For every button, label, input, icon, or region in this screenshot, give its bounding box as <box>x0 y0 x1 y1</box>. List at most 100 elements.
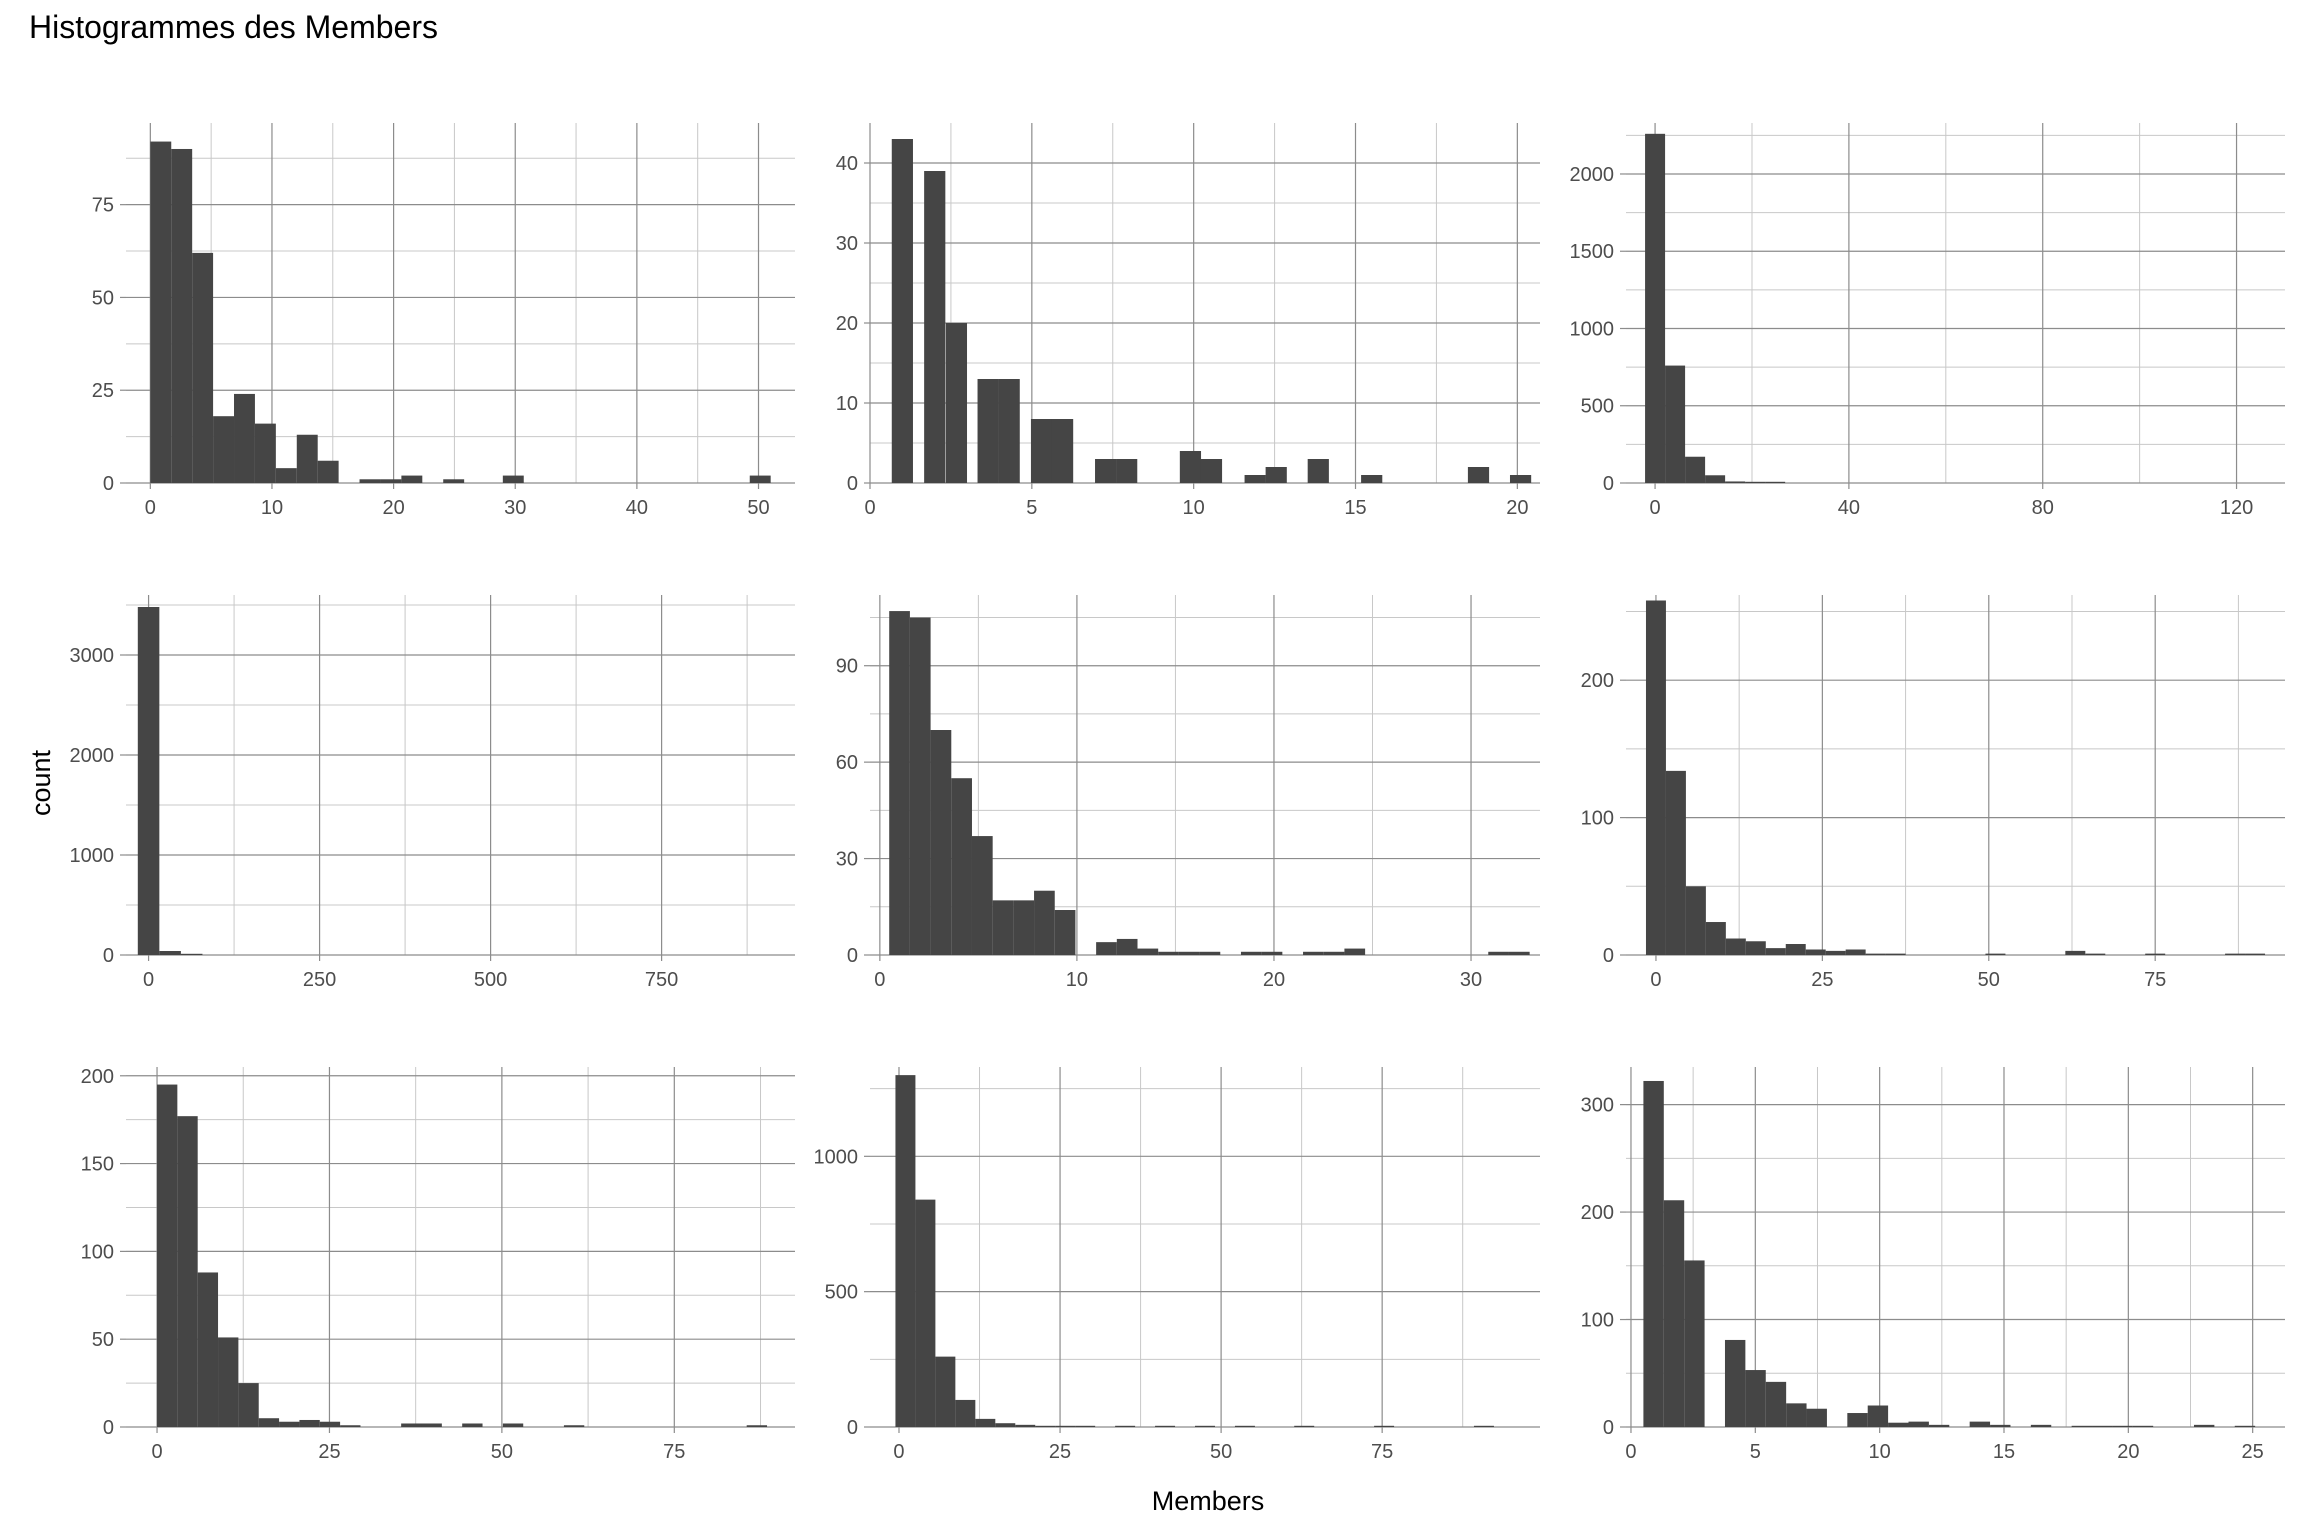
histogram-bar <box>1908 1421 1929 1427</box>
panel-title: Academic institutions <box>362 89 559 112</box>
histogram-bar <box>2145 953 2166 955</box>
histogram-bar <box>1488 951 1509 955</box>
histogram-bar <box>1075 1425 1096 1427</box>
histogram-bar <box>296 434 318 483</box>
histogram-bar <box>150 141 172 483</box>
histogram-bar <box>1473 1425 1494 1427</box>
y-tick-label: 500 <box>825 1282 858 1304</box>
histogram-bar <box>1240 951 1262 955</box>
histogram-bar <box>1116 938 1138 955</box>
histogram-bar <box>1645 133 1666 483</box>
y-tick-label: 150 <box>81 1154 114 1176</box>
y-tick-label: 200 <box>1581 670 1614 692</box>
histogram-bar <box>197 1272 219 1427</box>
histogram-bar <box>909 617 931 955</box>
y-tick-label: 0 <box>103 945 114 967</box>
histogram-bar <box>2193 1424 2215 1427</box>
x-tick-label: 75 <box>2144 969 2166 991</box>
panel-3: Companies & groups 0 40 80 120 0 500 1000 1500 20… <box>1570 89 2285 519</box>
histogram-bar <box>1508 951 1530 955</box>
histogram-bar <box>1013 900 1035 955</box>
y-tick-label: 100 <box>81 1241 114 1263</box>
histogram-bar <box>1294 1425 1315 1427</box>
histogram-bar <box>1234 1425 1255 1427</box>
histogram-bar <box>159 951 181 955</box>
histogram-bar <box>192 252 214 483</box>
histogram-bar <box>1096 942 1117 955</box>
x-tick-label: 0 <box>1625 1441 1636 1463</box>
histogram-bar <box>1467 467 1490 483</box>
y-tick-label: 100 <box>1581 1310 1614 1332</box>
histogram-bar <box>2225 953 2246 955</box>
y-tick-label: 0 <box>103 1417 114 1439</box>
histogram-bar <box>1990 1424 2011 1427</box>
histogram-bar <box>1805 949 1826 955</box>
histogram-bar <box>1034 890 1055 955</box>
x-tick-label: 0 <box>145 497 156 519</box>
y-tick-label: 1000 <box>814 1146 859 1168</box>
histogram-bar <box>1643 1080 1664 1427</box>
histogram-bar <box>1155 1425 1176 1427</box>
histogram-bar <box>1867 1405 1889 1427</box>
panel-title: Associations and networks of public auth… <box>987 89 1422 112</box>
histogram-bar <box>1765 1381 1787 1427</box>
panel-title: Trade unions and professional associatio… <box>1754 1033 2157 1056</box>
y-tick-label: 500 <box>1581 396 1614 418</box>
histogram-bar <box>171 148 193 483</box>
y-tick-label: 200 <box>1581 1202 1614 1224</box>
histogram-bar <box>1645 600 1666 955</box>
x-tick-label: 750 <box>645 969 678 991</box>
histogram-bar <box>2112 1425 2133 1427</box>
y-tick-label: 0 <box>847 945 858 967</box>
panel-title: Companies & groups <box>1857 89 2053 112</box>
panel-5: Other organisations, public or mixed ent… <box>836 595 1540 991</box>
histogram-bar <box>1724 1339 1746 1427</box>
x-tick-label: 25 <box>1049 1441 1071 1463</box>
histogram-bar <box>1374 1425 1395 1427</box>
histogram-bar <box>1785 944 1806 955</box>
histogram-bar <box>1361 475 1383 483</box>
panel-9: Trade unions and professional associatio… <box>1581 1033 2285 1463</box>
histogram-bar <box>1015 1424 1036 1427</box>
x-tick-label: 25 <box>318 1441 340 1463</box>
histogram-bar <box>2065 950 2086 955</box>
x-tick-label: 120 <box>2220 497 2253 519</box>
y-tick-label: 30 <box>836 233 858 255</box>
histogram-bar <box>1344 948 1366 955</box>
panel-6: Professional consultancies 0 25 50 75 0 100 200 <box>1581 595 2285 991</box>
histogram-bar <box>177 1116 198 1427</box>
x-tick-label: 20 <box>382 497 404 519</box>
y-tick-label: 20 <box>836 313 858 335</box>
histogram-bar <box>238 1383 259 1427</box>
histogram-bar <box>1116 459 1138 483</box>
histogram-bar <box>2092 1425 2113 1427</box>
histogram-bar <box>1847 1413 1868 1427</box>
histogram-bar <box>275 468 297 483</box>
histogram-bar <box>1051 419 1074 483</box>
panel-1: Academic institutions 0 10 20 30 40 50 0 25 50 75 <box>92 89 795 519</box>
histogram-bar <box>915 1199 936 1427</box>
histogram-bar <box>218 1337 239 1427</box>
histogram-bar <box>234 393 255 483</box>
histogram-bar <box>1765 948 1786 955</box>
x-tick-label: 0 <box>864 497 875 519</box>
x-tick-label: 25 <box>1811 969 1833 991</box>
histogram-bar <box>1745 481 1766 483</box>
histogram-bar <box>1765 481 1786 483</box>
y-tick-label: 3000 <box>70 645 115 667</box>
histogram-bar <box>319 1421 341 1427</box>
histogram-bar <box>891 139 913 483</box>
x-tick-label: 5 <box>1750 1441 1761 1463</box>
x-tick-label: 0 <box>151 1441 162 1463</box>
histogram-bar <box>443 479 465 483</box>
histogram-bar <box>1265 467 1287 483</box>
histogram-bar <box>1885 953 1906 955</box>
histogram-bar <box>1786 1403 1807 1427</box>
chart-title: Histogrammes des Members <box>29 9 438 45</box>
y-tick-label: 0 <box>1603 945 1614 967</box>
x-tick-label: 10 <box>261 497 283 519</box>
histogram-bar <box>951 778 972 955</box>
histogram-bar <box>1244 475 1266 483</box>
